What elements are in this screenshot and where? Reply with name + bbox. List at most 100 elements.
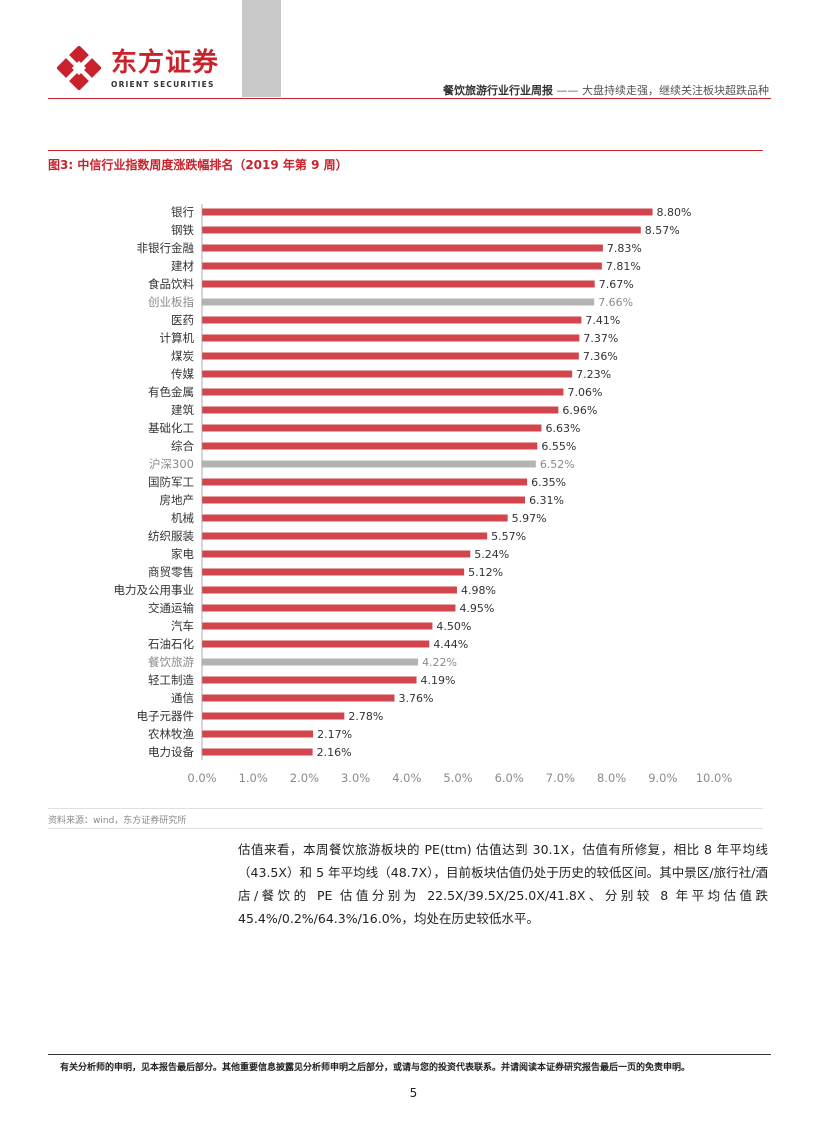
category-label: 计算机 [160, 331, 195, 345]
data-label: 7.23% [576, 368, 611, 381]
data-label: 5.24% [474, 548, 509, 561]
data-label: 4.19% [421, 674, 456, 687]
data-label: 5.97% [512, 512, 547, 525]
bar [202, 244, 603, 252]
category-label: 石油石化 [148, 637, 194, 651]
source-bottom-rule [48, 828, 763, 829]
category-label: 电力及公用事业 [114, 583, 195, 597]
category-label: 国防军工 [148, 475, 194, 489]
report-title-subtitle: —— 大盘持续走强，继续关注板块超跌品种 [556, 84, 770, 97]
category-label: 沪深300 [149, 457, 194, 471]
data-label: 6.31% [529, 494, 564, 507]
data-label: 2.16% [317, 746, 352, 759]
category-label: 非银行金融 [137, 241, 195, 255]
category-label: 建筑 [171, 403, 194, 417]
category-label: 有色金属 [148, 385, 194, 399]
data-label: 2.17% [317, 728, 352, 741]
bar [202, 478, 528, 486]
bar [202, 640, 430, 648]
bar [202, 658, 419, 666]
data-label: 2.78% [348, 710, 383, 723]
figure-source: 资料来源：wind，东方证券研究所 [48, 816, 187, 826]
category-label: 机械 [171, 511, 194, 525]
data-label: 4.95% [459, 602, 494, 615]
data-label: 4.50% [436, 620, 471, 633]
data-label: 6.52% [540, 458, 575, 471]
bar [202, 226, 641, 234]
data-label: 7.36% [583, 350, 618, 363]
data-label: 7.83% [607, 242, 642, 255]
bar [202, 352, 579, 360]
footer-disclaimer: 有关分析师的申明，见本报告最后部分。其他重要信息披露见分析师申明之后部分，或请与… [60, 1063, 691, 1073]
x-tick-label: 2.0% [290, 771, 319, 785]
data-label: 7.06% [567, 386, 602, 399]
bar [202, 514, 508, 522]
x-tick-label: 0.0% [187, 771, 216, 785]
bar [202, 676, 417, 684]
report-header-title: 餐饮旅游行业行业周报 —— 大盘持续走强，继续关注板块超跌品种 [443, 82, 769, 98]
bar [202, 280, 595, 288]
data-label: 6.35% [531, 476, 566, 489]
category-label: 汽车 [171, 619, 194, 633]
data-label: 8.80% [657, 206, 692, 219]
report-title-bold: 餐饮旅游行业行业周报 [443, 84, 553, 97]
industry-weekly-change-bar-chart: 银行 8.80% 钢铁 8.57% 非银行金融 7.83% 建材 7.81% 食品饮料 7.67%… [114, 204, 732, 785]
logo-mark-icon [56, 45, 102, 91]
bar [202, 712, 345, 720]
data-label: 7.81% [606, 260, 641, 273]
category-label: 电子元器件 [137, 709, 195, 723]
category-label: 医药 [171, 313, 194, 327]
bar [202, 748, 313, 756]
source-top-rule [48, 808, 763, 809]
data-label: 4.22% [422, 656, 457, 669]
footer-divider [48, 1054, 771, 1055]
category-label: 创业板指 [148, 295, 194, 309]
category-label: 食品饮料 [148, 277, 194, 291]
bar [202, 424, 542, 432]
bar [202, 532, 488, 540]
category-label: 钢铁 [171, 223, 194, 237]
x-tick-label: 6.0% [495, 771, 524, 785]
bar [202, 622, 433, 630]
x-tick-label: 5.0% [443, 771, 472, 785]
logo-english-name: ORIENT SECURITIES [111, 79, 215, 89]
x-tick-label: 7.0% [546, 771, 575, 785]
category-label: 综合 [171, 439, 194, 453]
figure-title: 图3: 中信行业指数周度涨跌幅排名（2019 年第 9 周） [48, 158, 348, 172]
category-label: 纺织服装 [148, 529, 194, 543]
data-label: 4.44% [433, 638, 468, 651]
data-label: 7.66% [598, 296, 633, 309]
category-label: 轻工制造 [148, 673, 194, 687]
bar [202, 550, 471, 558]
category-label: 交通运输 [148, 601, 194, 615]
bar [202, 406, 559, 414]
figure-top-rule [48, 150, 763, 151]
data-label: 8.57% [645, 224, 680, 237]
bar [202, 460, 536, 468]
category-label: 餐饮旅游 [148, 655, 194, 669]
bar [202, 694, 395, 702]
category-label: 煤炭 [171, 349, 194, 363]
bar [202, 568, 465, 576]
data-label: 6.96% [562, 404, 597, 417]
x-tick-label: 8.0% [597, 771, 626, 785]
category-label: 商贸零售 [148, 565, 194, 579]
bar [202, 442, 538, 450]
data-label: 4.98% [461, 584, 496, 597]
category-label: 农林牧渔 [148, 727, 194, 741]
x-tick-label: 4.0% [392, 771, 421, 785]
x-tick-label: 9.0% [648, 771, 677, 785]
category-label: 银行 [171, 205, 194, 219]
category-label: 家电 [171, 547, 194, 561]
bar [202, 208, 653, 216]
data-label: 3.76% [399, 692, 434, 705]
data-label: 6.63% [545, 422, 580, 435]
logo-chinese-name: 东方证券 [111, 47, 220, 78]
category-label: 传媒 [171, 367, 194, 381]
data-label: 5.12% [468, 566, 503, 579]
category-label: 房地产 [160, 493, 195, 507]
data-label: 6.55% [541, 440, 576, 453]
bar [202, 370, 573, 378]
category-label: 基础化工 [148, 421, 194, 435]
body-paragraph: 估值来看，本周餐饮旅游板块的 PE(ttm) 估值达到 30.1X，估值有所修复… [238, 842, 768, 926]
